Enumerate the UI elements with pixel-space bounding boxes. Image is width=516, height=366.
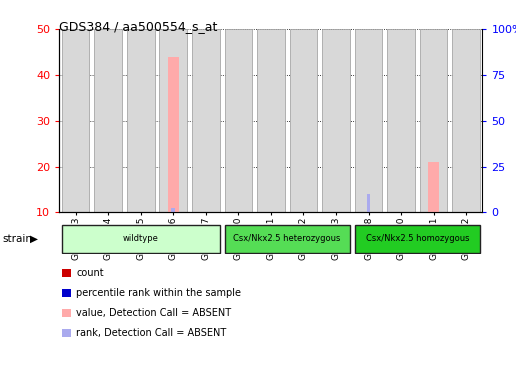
Bar bbox=[257, 29, 285, 212]
Bar bbox=[322, 29, 350, 212]
Bar bbox=[94, 29, 122, 212]
Bar bbox=[428, 162, 439, 212]
Bar bbox=[354, 225, 480, 253]
Text: wildtype: wildtype bbox=[123, 234, 158, 243]
Bar bbox=[168, 57, 179, 212]
Text: ▶: ▶ bbox=[30, 234, 38, 244]
Bar bbox=[224, 225, 350, 253]
Text: strain: strain bbox=[3, 234, 33, 244]
Text: count: count bbox=[76, 268, 104, 278]
Bar bbox=[159, 29, 187, 212]
Text: rank, Detection Call = ABSENT: rank, Detection Call = ABSENT bbox=[76, 328, 227, 338]
Bar bbox=[62, 29, 89, 212]
Bar bbox=[171, 208, 175, 212]
Bar bbox=[224, 29, 252, 212]
Bar bbox=[453, 29, 480, 212]
Text: percentile rank within the sample: percentile rank within the sample bbox=[76, 288, 241, 298]
Bar bbox=[420, 29, 447, 212]
Bar bbox=[354, 29, 382, 212]
Text: GDS384 / aa500554_s_at: GDS384 / aa500554_s_at bbox=[59, 20, 218, 33]
Text: Csx/Nkx2.5 heterozygous: Csx/Nkx2.5 heterozygous bbox=[233, 234, 341, 243]
Bar bbox=[192, 29, 220, 212]
Bar bbox=[62, 225, 220, 253]
Bar bbox=[127, 29, 155, 212]
Text: value, Detection Call = ABSENT: value, Detection Call = ABSENT bbox=[76, 308, 232, 318]
Bar bbox=[366, 194, 370, 212]
Bar bbox=[387, 29, 415, 212]
Bar bbox=[289, 29, 317, 212]
Text: Csx/Nkx2.5 homozygous: Csx/Nkx2.5 homozygous bbox=[366, 234, 469, 243]
